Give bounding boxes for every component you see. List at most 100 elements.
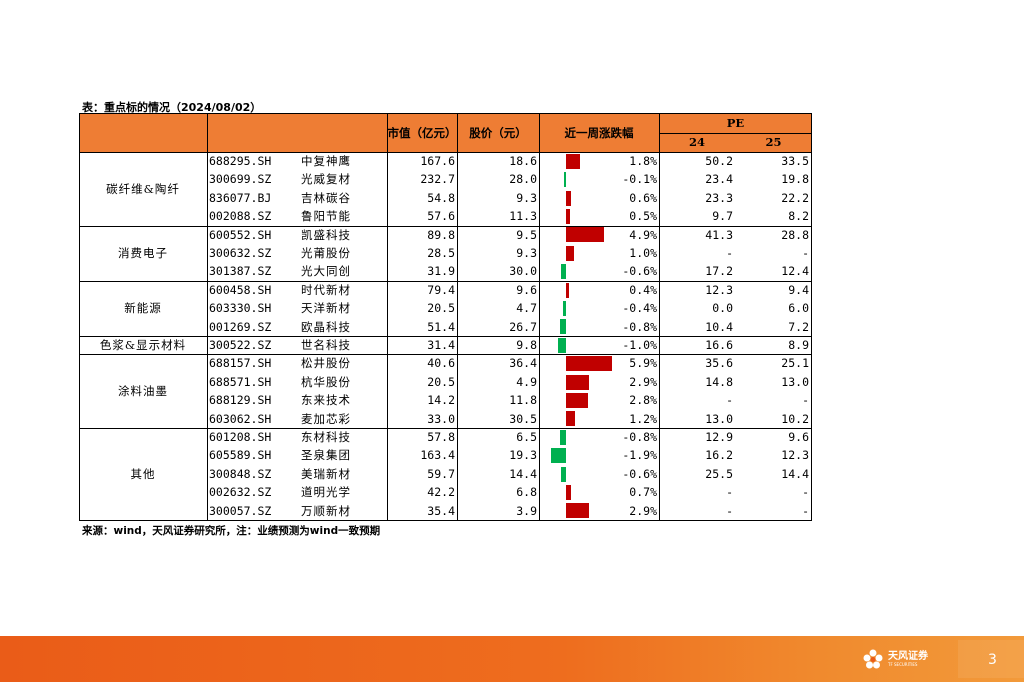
stock-name: 麦加芯彩 [301, 411, 351, 426]
logo-text: 天风证券 [888, 651, 928, 662]
pe-2025: 14.4 [781, 466, 809, 481]
pe-2024: 41.3 [705, 227, 733, 242]
stock-name: 欧晶科技 [301, 319, 351, 334]
stock-name: 时代新材 [301, 282, 351, 297]
change-bar [566, 227, 605, 243]
stock-name: 东来技术 [301, 393, 351, 408]
weekly-change: 0.6% [629, 190, 657, 205]
stock-name: 吉林碳谷 [301, 190, 351, 205]
pe-2024: 14.8 [705, 374, 733, 389]
market-cap: 31.4 [427, 338, 455, 352]
change-bar [566, 190, 571, 206]
weekly-change: 1.8% [629, 154, 657, 168]
pe-divider [659, 133, 812, 134]
stock-price: 4.9 [516, 374, 537, 389]
stock-price: 19.3 [509, 448, 537, 463]
tf-securities-logo: 天风证券 TF SECURITIES [862, 648, 928, 670]
pe-2025: 33.5 [781, 154, 809, 168]
stock-price: 28.0 [509, 172, 537, 187]
stock-code: 603330.SH [209, 301, 272, 316]
header-pe: PE [726, 116, 745, 130]
stock-code: 836077.BJ [209, 190, 272, 205]
group-divider [79, 354, 812, 356]
weekly-change: 1.2% [629, 411, 657, 426]
change-bar [558, 337, 566, 353]
change-bar [551, 448, 566, 464]
column-divider [539, 114, 540, 520]
page-number: 3 [988, 652, 997, 668]
stock-code: 688571.SH [209, 374, 272, 389]
header-pe-24: 24 [688, 135, 705, 149]
stock-code: 605589.SH [209, 448, 272, 463]
pe-2024: 12.3 [705, 282, 733, 297]
weekly-change: 0.7% [629, 485, 657, 500]
stock-code: 688295.SH [209, 154, 272, 168]
weekly-change: -0.6% [622, 466, 657, 481]
stock-name: 鲁阳节能 [301, 209, 351, 224]
stock-price: 11.3 [509, 209, 537, 224]
pe-2025: 28.8 [781, 227, 809, 242]
header-mcap: 市值（亿元） [387, 125, 457, 140]
header-change: 近一周涨跌幅 [564, 125, 634, 140]
stock-price: 9.8 [516, 338, 537, 352]
weekly-change: 1.0% [629, 246, 657, 260]
column-divider [457, 114, 458, 520]
group-divider [79, 428, 812, 429]
pe-2024: 25.5 [705, 466, 733, 481]
weekly-change: 2.9% [629, 503, 657, 518]
stock-code: 301387.SZ [209, 264, 272, 279]
stock-code: 688157.SH [209, 356, 272, 371]
pe-2024: - [726, 485, 733, 500]
table-caption: 表：重点标的情况（2024/08/02） [82, 101, 262, 114]
market-cap: 14.2 [427, 393, 455, 408]
group-divider [79, 280, 812, 282]
change-bar [559, 319, 566, 335]
pe-2024: - [726, 503, 733, 518]
pe-2025: 19.8 [781, 172, 809, 187]
pe-2025: 8.2 [788, 209, 809, 224]
stock-name: 中复神鹰 [301, 154, 351, 168]
stock-price: 30.5 [509, 411, 537, 426]
market-cap: 20.5 [427, 374, 455, 389]
change-bar [561, 264, 566, 280]
stock-price: 9.3 [516, 246, 537, 260]
stock-code: 600458.SH [209, 282, 272, 297]
pe-2025: 10.2 [781, 411, 809, 426]
change-bar [566, 374, 589, 390]
market-cap: 51.4 [427, 319, 455, 334]
market-cap: 89.8 [427, 227, 455, 242]
page-number-box [958, 640, 1024, 678]
change-bar [561, 466, 566, 482]
pe-2025: 6.0 [788, 301, 809, 316]
change-bar [566, 484, 572, 500]
stock-price: 9.5 [516, 227, 537, 242]
stock-price: 9.6 [516, 282, 537, 297]
pe-2025: 25.1 [781, 356, 809, 371]
pe-2025: 8.9 [788, 338, 809, 352]
weekly-change: -0.1% [622, 172, 657, 187]
market-cap: 57.8 [427, 430, 455, 444]
market-cap: 33.0 [427, 411, 455, 426]
change-bar [559, 429, 566, 445]
stock-code: 603062.SH [209, 411, 272, 426]
weekly-change: 2.9% [629, 374, 657, 389]
change-bar [562, 300, 566, 316]
stock-name: 美瑞新材 [301, 466, 351, 481]
group-label: 涂料油墨 [118, 384, 168, 399]
stock-price: 30.0 [509, 264, 537, 279]
market-cap: 163.4 [420, 448, 455, 463]
change-bar [566, 208, 570, 224]
market-cap: 79.4 [427, 282, 455, 297]
stock-price: 6.8 [516, 485, 537, 500]
change-bar [566, 282, 570, 298]
weekly-change: 0.4% [629, 282, 657, 297]
stock-name: 光大同创 [301, 264, 351, 279]
flower-icon [863, 649, 883, 669]
column-divider [811, 114, 812, 520]
stock-code: 688129.SH [209, 393, 272, 408]
stock-price: 3.9 [516, 503, 537, 518]
group-label: 色浆&显示材料 [99, 338, 187, 353]
group-label: 消费电子 [118, 246, 168, 261]
weekly-change: 4.9% [629, 227, 657, 242]
stock-name: 东材科技 [301, 430, 351, 444]
